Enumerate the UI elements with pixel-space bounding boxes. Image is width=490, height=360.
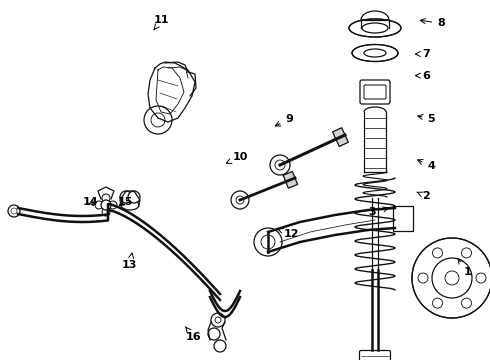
Circle shape [231,191,249,209]
FancyBboxPatch shape [360,351,391,360]
Circle shape [102,208,110,216]
Polygon shape [283,171,297,188]
Text: 13: 13 [122,253,138,270]
Text: 4: 4 [417,159,435,171]
Ellipse shape [352,45,398,62]
Text: 10: 10 [226,152,248,163]
Text: 7: 7 [416,49,430,59]
Text: 1: 1 [458,259,472,277]
Circle shape [102,194,110,202]
FancyBboxPatch shape [393,206,413,231]
Circle shape [128,191,140,203]
Text: 12: 12 [278,228,299,239]
Text: 8: 8 [420,18,445,28]
Text: 2: 2 [417,191,430,201]
Circle shape [109,201,117,209]
Text: 16: 16 [185,327,201,342]
Text: 6: 6 [416,71,430,81]
Circle shape [120,191,132,203]
Polygon shape [333,128,348,147]
Circle shape [101,200,111,210]
Text: 3: 3 [368,207,388,217]
Ellipse shape [121,200,139,210]
FancyBboxPatch shape [364,85,386,99]
Text: 5: 5 [418,114,435,124]
Circle shape [254,228,282,256]
Text: 15: 15 [117,197,133,207]
Circle shape [412,238,490,318]
Circle shape [270,155,290,175]
Text: 14: 14 [83,197,98,207]
Circle shape [95,201,103,209]
FancyBboxPatch shape [360,80,390,104]
Text: 11: 11 [154,15,170,30]
Ellipse shape [349,19,401,37]
Text: 9: 9 [275,114,293,126]
